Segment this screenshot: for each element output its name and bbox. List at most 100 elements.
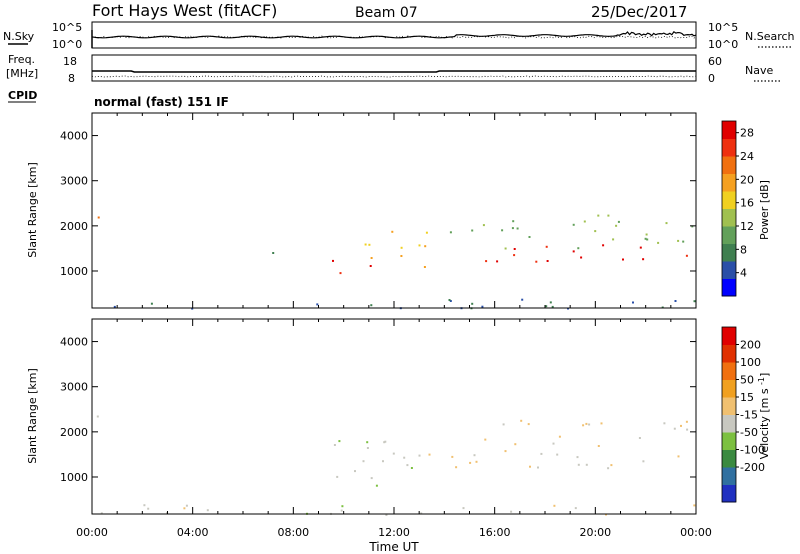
data-cell bbox=[673, 427, 676, 430]
data-cell bbox=[316, 303, 319, 306]
date-label: 25/Dec/2017 bbox=[591, 3, 687, 21]
data-cell bbox=[540, 452, 543, 455]
y-tick-label: 1000 bbox=[60, 471, 88, 484]
data-cell bbox=[96, 415, 99, 418]
data-cell bbox=[206, 509, 209, 512]
data-cell bbox=[576, 456, 579, 459]
colorbar-segment bbox=[722, 121, 736, 139]
data-cell bbox=[602, 244, 605, 247]
data-cell bbox=[428, 453, 431, 456]
data-cell bbox=[521, 298, 524, 301]
beam-label: Beam 07 bbox=[355, 5, 418, 21]
data-cell bbox=[455, 466, 458, 469]
station-title: Fort Hays West (fitACF) bbox=[92, 1, 277, 20]
freq-right-tick-bottom: 0 bbox=[708, 72, 715, 85]
x-tick-label: 00:00 bbox=[680, 526, 712, 539]
data-cell bbox=[582, 424, 585, 427]
data-cell bbox=[577, 247, 580, 250]
colorbar-segment bbox=[722, 327, 736, 345]
velocity-x-ticks bbox=[91, 319, 697, 514]
data-cell bbox=[341, 505, 344, 508]
data-cell bbox=[502, 423, 505, 426]
freq-panel-frame bbox=[91, 54, 697, 82]
data-cell bbox=[693, 300, 696, 303]
data-cell bbox=[513, 248, 516, 250]
data-cell bbox=[471, 229, 474, 232]
y-tick-label: 3000 bbox=[60, 381, 88, 394]
data-cell bbox=[510, 510, 513, 513]
data-cell bbox=[529, 465, 531, 468]
colorbar-segment bbox=[722, 156, 736, 174]
data-cell bbox=[338, 440, 341, 443]
data-cell bbox=[366, 447, 369, 449]
data-cell bbox=[677, 239, 680, 242]
data-cell bbox=[403, 456, 406, 459]
data-cell bbox=[469, 461, 472, 464]
data-cell bbox=[677, 455, 680, 458]
data-cell bbox=[665, 222, 668, 225]
velocity-colorbar-label-text: Velocity [m s bbox=[758, 388, 771, 459]
data-cell bbox=[588, 423, 591, 426]
data-cell bbox=[545, 245, 548, 248]
data-cell bbox=[475, 460, 478, 463]
noise-panel-frame bbox=[91, 21, 697, 49]
data-cell bbox=[663, 422, 666, 425]
data-cell bbox=[617, 220, 620, 223]
noise-left-tick-bottom: 10^0 bbox=[52, 38, 82, 51]
data-cell bbox=[610, 464, 613, 467]
colorbar-tick-label: 15 bbox=[740, 391, 754, 404]
data-cell bbox=[481, 305, 484, 308]
colorbar-tick-label: 16 bbox=[740, 197, 754, 210]
data-cell bbox=[657, 241, 660, 244]
data-cell bbox=[449, 231, 452, 234]
freq-trace bbox=[92, 70, 696, 73]
data-cell bbox=[638, 437, 641, 439]
velocity-plot-area bbox=[92, 319, 696, 514]
colorbar-segment bbox=[722, 243, 736, 262]
power-x-ticks bbox=[91, 113, 697, 308]
freq-left-tick-top: 18 bbox=[63, 55, 77, 68]
data-cell bbox=[183, 507, 186, 510]
colorbar-tick-label: -200 bbox=[740, 461, 765, 474]
noise-right-tick-top: 10^5 bbox=[708, 21, 738, 34]
noise-right-tick-bottom: 10^0 bbox=[708, 38, 738, 51]
data-cell bbox=[583, 220, 586, 223]
y-tick-label: 4000 bbox=[60, 336, 88, 349]
nave-label: Nave bbox=[745, 64, 773, 77]
data-cell bbox=[354, 470, 356, 473]
colorbar-segment bbox=[722, 379, 736, 398]
data-cell bbox=[366, 441, 369, 444]
data-cell bbox=[577, 463, 580, 466]
data-cell bbox=[607, 467, 610, 470]
data-cell bbox=[400, 255, 403, 257]
data-cell bbox=[410, 467, 413, 469]
data-cell bbox=[680, 424, 682, 427]
colorbar-tick-label: 20 bbox=[740, 173, 754, 186]
data-cell bbox=[607, 214, 610, 217]
data-cell bbox=[362, 460, 365, 463]
velocity-panel: 1000 2000 3000 4000 Slant Range [km] 200 100… bbox=[26, 318, 771, 516]
data-cell bbox=[511, 227, 514, 230]
data-cell bbox=[646, 238, 649, 241]
data-cell bbox=[528, 236, 531, 238]
y-tick-label: 4000 bbox=[60, 130, 88, 143]
data-cell bbox=[674, 300, 677, 302]
data-cell bbox=[551, 305, 554, 308]
data-cell bbox=[448, 299, 451, 301]
data-cell bbox=[594, 230, 597, 233]
data-cell bbox=[585, 463, 588, 466]
colorbar-segment bbox=[722, 449, 736, 468]
colorbar-segment bbox=[722, 414, 736, 433]
data-cell bbox=[418, 454, 421, 457]
x-tick-label: 16:00 bbox=[479, 526, 511, 539]
noise-search-trace bbox=[91, 35, 697, 39]
data-cell bbox=[639, 246, 642, 249]
x-tick-label: 00:00 bbox=[76, 526, 108, 539]
velocity-colorbar-label: Velocity [m s -1] bbox=[757, 373, 771, 460]
data-cell bbox=[424, 245, 427, 248]
data-cell bbox=[462, 507, 465, 510]
colorbar-segment bbox=[722, 344, 736, 363]
colorbar-frame bbox=[721, 120, 737, 297]
colorbar-segment bbox=[722, 261, 736, 279]
